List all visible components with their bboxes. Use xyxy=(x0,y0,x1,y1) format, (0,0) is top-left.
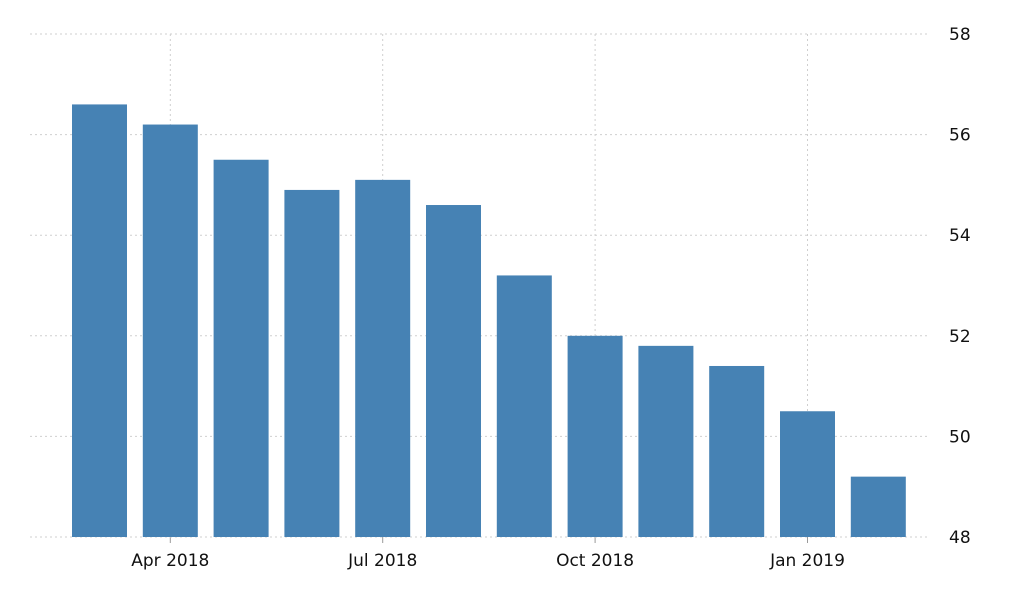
y-tick-label: 54 xyxy=(949,226,971,246)
y-tick-label: 52 xyxy=(949,327,971,347)
bar xyxy=(709,365,765,537)
bar xyxy=(496,275,552,537)
bar xyxy=(426,205,481,537)
bar xyxy=(213,159,269,537)
x-tick-label: Oct 2018 xyxy=(556,551,634,571)
x-tick-label: Jan 2019 xyxy=(769,551,845,571)
bar xyxy=(355,179,411,537)
y-tick-label: 58 xyxy=(949,25,971,45)
bar xyxy=(850,476,906,537)
bar xyxy=(284,189,340,537)
bar xyxy=(567,335,623,537)
bar xyxy=(780,411,835,537)
y-tick-label: 50 xyxy=(949,427,971,447)
x-tick-label: Apr 2018 xyxy=(131,551,209,571)
bar xyxy=(638,345,694,537)
y-tick-label: 48 xyxy=(949,528,971,548)
bar xyxy=(72,104,127,538)
bar-series xyxy=(72,104,906,538)
y-axis-tick-labels: 48 50 52 54 56 58 xyxy=(949,25,971,548)
x-axis-tick-labels: Apr 2018 Jul 2018 Oct 2018 Jan 2019 xyxy=(131,551,845,571)
bar xyxy=(142,124,198,537)
x-tick-label: Jul 2018 xyxy=(347,551,417,571)
y-tick-label: 56 xyxy=(949,126,971,146)
